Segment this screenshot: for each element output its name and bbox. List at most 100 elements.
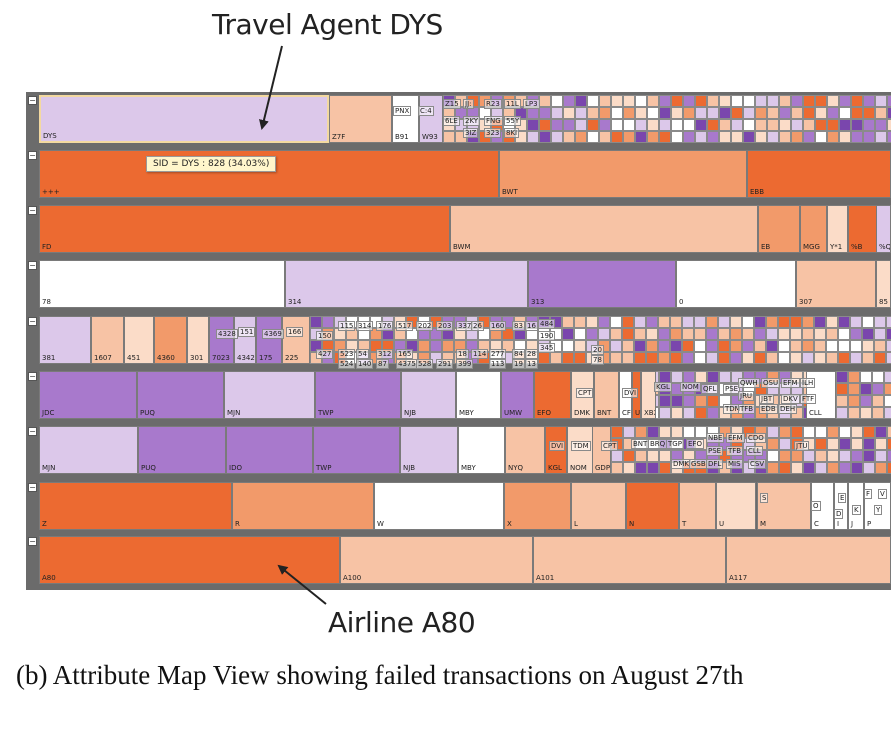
small-cell[interactable] [827, 450, 839, 462]
small-cell[interactable] [706, 340, 718, 352]
small-cell[interactable] [682, 340, 694, 352]
small-cell[interactable] [886, 352, 891, 364]
small-cell[interactable] [647, 119, 659, 131]
attribute-cell[interactable]: A101 [533, 536, 726, 584]
small-cell[interactable] [418, 340, 430, 352]
small-cell[interactable] [635, 131, 647, 143]
small-cell[interactable] [827, 462, 839, 474]
small-cell[interactable] [778, 316, 790, 328]
small-cell[interactable] [695, 407, 707, 419]
small-cell[interactable] [887, 426, 891, 438]
small-cell[interactable] [562, 340, 574, 352]
small-cell[interactable] [611, 119, 623, 131]
attribute-cell[interactable]: 4342 [234, 316, 256, 364]
small-cell[interactable] [887, 450, 891, 462]
small-cell[interactable] [718, 340, 730, 352]
small-cell[interactable] [886, 340, 891, 352]
small-cell[interactable] [539, 95, 551, 107]
small-cell[interactable] [848, 395, 860, 407]
collapse-icon[interactable]: − [28, 483, 37, 492]
small-cell[interactable] [767, 426, 779, 438]
small-cell[interactable] [443, 131, 455, 143]
small-cell[interactable] [322, 316, 334, 328]
small-cell[interactable] [887, 119, 891, 131]
small-cell[interactable] [839, 107, 851, 119]
small-cell[interactable] [611, 450, 623, 462]
attribute-cell[interactable]: A80 [39, 536, 340, 584]
small-cell[interactable] [598, 316, 610, 328]
small-cell[interactable] [742, 316, 754, 328]
small-cell[interactable] [860, 407, 872, 419]
small-cell[interactable] [575, 107, 587, 119]
small-cell[interactable] [815, 107, 827, 119]
small-cell[interactable] [563, 131, 575, 143]
small-cell[interactable] [851, 119, 863, 131]
attribute-cell[interactable]: MBY [456, 371, 501, 419]
small-cell[interactable] [635, 107, 647, 119]
small-cell[interactable] [562, 316, 574, 328]
small-cell[interactable] [884, 371, 891, 383]
small-cell[interactable] [647, 131, 659, 143]
small-cell[interactable] [719, 131, 731, 143]
small-cell[interactable] [779, 119, 791, 131]
attribute-cell[interactable]: 313 [528, 260, 676, 308]
small-cell[interactable] [743, 119, 755, 131]
small-cell[interactable] [884, 383, 891, 395]
small-cell[interactable] [802, 328, 814, 340]
small-cell[interactable] [599, 107, 611, 119]
small-cell[interactable] [826, 352, 838, 364]
small-cell[interactable] [779, 438, 791, 450]
small-cell[interactable] [839, 450, 851, 462]
small-cell[interactable] [719, 95, 731, 107]
small-cell[interactable] [730, 316, 742, 328]
small-cell[interactable] [731, 119, 743, 131]
small-cell[interactable] [815, 131, 827, 143]
attribute-cell[interactable]: W [374, 482, 504, 530]
small-cell[interactable] [634, 340, 646, 352]
small-cell[interactable] [803, 131, 815, 143]
attribute-cell[interactable]: EB [758, 205, 800, 253]
small-cell[interactable] [872, 407, 884, 419]
attribute-cell[interactable]: UMW [501, 371, 534, 419]
attribute-cell[interactable]: R [232, 482, 374, 530]
collapse-icon[interactable]: − [28, 261, 37, 270]
small-cell[interactable] [671, 107, 683, 119]
small-cell[interactable] [539, 107, 551, 119]
small-cell[interactable] [695, 119, 707, 131]
small-cell[interactable] [803, 462, 815, 474]
small-cell[interactable] [791, 426, 803, 438]
small-cell[interactable] [682, 352, 694, 364]
small-cell[interactable] [670, 328, 682, 340]
attribute-cell[interactable]: 451 [124, 316, 154, 364]
small-cell[interactable] [671, 119, 683, 131]
small-cell[interactable] [814, 340, 826, 352]
small-cell[interactable] [442, 340, 454, 352]
attribute-cell[interactable]: N [626, 482, 679, 530]
attribute-cell[interactable]: JDC [39, 371, 137, 419]
small-cell[interactable] [634, 328, 646, 340]
small-cell[interactable] [838, 352, 850, 364]
small-cell[interactable] [860, 371, 872, 383]
small-cell[interactable] [658, 340, 670, 352]
small-cell[interactable] [767, 107, 779, 119]
small-cell[interactable] [863, 131, 875, 143]
small-cell[interactable] [863, 107, 875, 119]
small-cell[interactable] [611, 462, 623, 474]
small-cell[interactable] [659, 395, 671, 407]
small-cell[interactable] [683, 95, 695, 107]
small-cell[interactable] [599, 95, 611, 107]
attribute-cell[interactable]: MGG [800, 205, 827, 253]
small-cell[interactable] [863, 462, 875, 474]
small-cell[interactable] [671, 407, 683, 419]
small-cell[interactable] [815, 426, 827, 438]
small-cell[interactable] [310, 316, 322, 328]
small-cell[interactable] [719, 119, 731, 131]
attribute-cell[interactable]: PUQ [138, 426, 226, 474]
small-cell[interactable] [635, 119, 647, 131]
small-cell[interactable] [707, 371, 719, 383]
small-cell[interactable] [839, 438, 851, 450]
small-cell[interactable] [802, 316, 814, 328]
small-cell[interactable] [671, 131, 683, 143]
collapse-icon[interactable]: − [28, 96, 37, 105]
small-cell[interactable] [695, 371, 707, 383]
